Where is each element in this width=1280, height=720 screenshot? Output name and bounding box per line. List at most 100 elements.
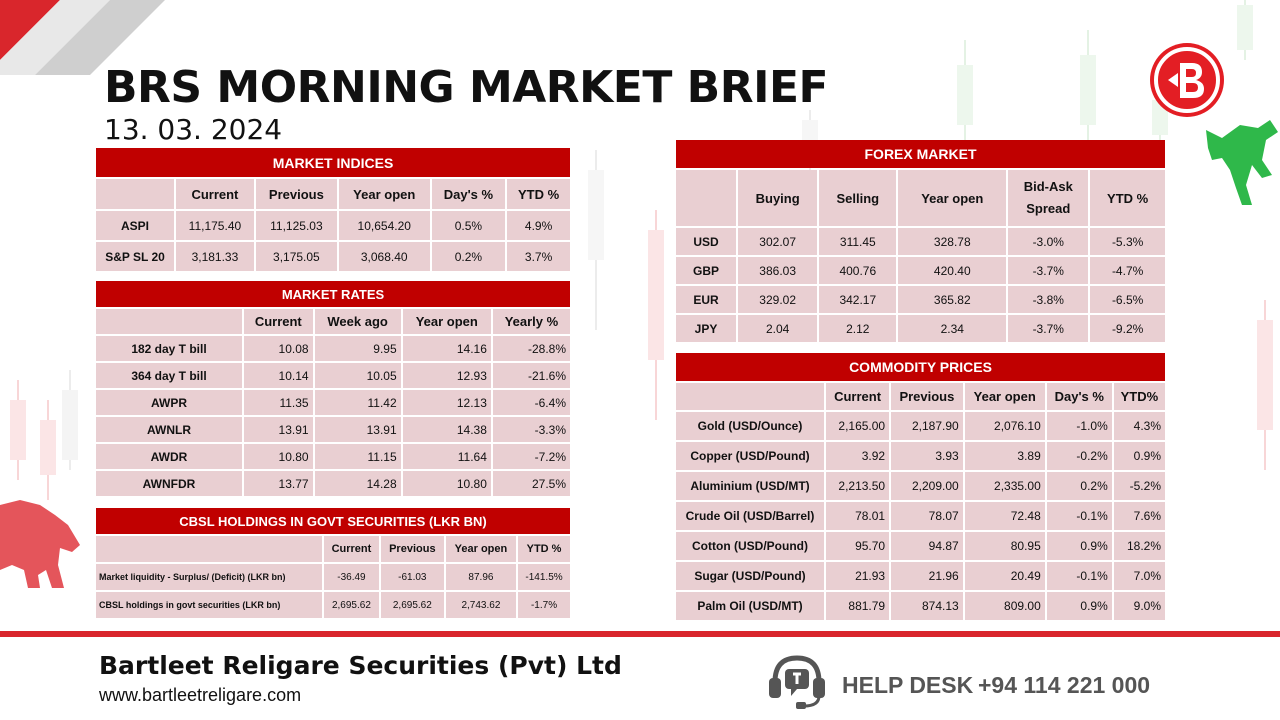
table-cell: 21.93 — [826, 562, 890, 590]
table-cell: 80.95 — [964, 532, 1045, 560]
table-cell: 11,125.03 — [255, 211, 337, 240]
row-label: S&P SL 20 — [96, 242, 174, 271]
table-cell: -6.5% — [1090, 286, 1165, 313]
market-rates-table: Current Week ago Year open Yearly % 182 … — [94, 307, 572, 498]
row-label: AWPR — [96, 390, 242, 415]
table-header-cell: Day's % — [1046, 383, 1112, 410]
table-cell: 9.0% — [1113, 592, 1165, 620]
table-header-cell: Current — [244, 309, 313, 334]
page-title: BRS MORNING MARKET BRIEF — [104, 62, 829, 113]
table-cell: 809.00 — [964, 592, 1045, 620]
table-header-cell: Bid-Ask Spread — [1008, 170, 1089, 226]
row-label: AWNFDR — [96, 471, 242, 496]
table-cell: 2,165.00 — [826, 412, 890, 440]
footer — [0, 637, 1280, 720]
table-cell: -5.3% — [1090, 228, 1165, 255]
table-header-cell: Year open — [338, 179, 430, 209]
table-cell: 3,068.40 — [338, 242, 430, 271]
row-label: EUR — [676, 286, 736, 313]
table-header-cell: Week ago — [314, 309, 401, 334]
table-cell: -28.8% — [492, 336, 570, 361]
table-header-cell: Previous — [380, 536, 444, 562]
table-cell: 2,213.50 — [826, 472, 890, 500]
table-cell: 2,335.00 — [964, 472, 1045, 500]
table-cell: 10.80 — [244, 444, 313, 469]
table-header-cell: Year open — [964, 383, 1045, 410]
row-label: Copper (USD/Pound) — [676, 442, 824, 470]
website-link[interactable]: www.bartleetreligare.com — [99, 685, 302, 705]
table-cell: -0.1% — [1046, 562, 1112, 590]
table-cell: 11.64 — [402, 444, 491, 469]
table-header-cell: Selling — [819, 170, 897, 226]
table-cell: -1.0% — [1046, 412, 1112, 440]
table-cell: -6.4% — [492, 390, 570, 415]
table-cell: 13.91 — [244, 417, 313, 442]
table-cell: 2,695.62 — [324, 592, 379, 618]
helpdesk-label: HELP DESK — [842, 672, 974, 698]
table-cell: -3.3% — [492, 417, 570, 442]
table-cell: 3,181.33 — [176, 242, 254, 271]
table-cell: 3.7% — [507, 242, 570, 271]
table-cell: -1.7% — [518, 592, 570, 618]
table-header-cell — [96, 179, 174, 209]
background-candlesticks — [0, 0, 1278, 588]
company-name: Bartleet Religare Securities (Pvt) Ltd — [99, 651, 622, 680]
table-cell: 72.48 — [964, 502, 1045, 530]
cbsl-holdings-table: Current Previous Year open YTD % Market … — [94, 534, 572, 620]
table-cell: 9.95 — [314, 336, 401, 361]
table-cell: 2.12 — [819, 315, 897, 342]
table-cell: 20.49 — [964, 562, 1045, 590]
row-label: Gold (USD/Ounce) — [676, 412, 824, 440]
table-cell: -3.7% — [1008, 315, 1089, 342]
table-header-cell — [676, 383, 824, 410]
row-label: AWDR — [96, 444, 242, 469]
market-indices-table: Current Previous Year open Day's % YTD %… — [94, 177, 572, 273]
table-cell: 0.5% — [431, 211, 506, 240]
table-cell: 342.17 — [819, 286, 897, 313]
row-label: 364 day T bill — [96, 363, 242, 388]
table-header-cell: Current — [826, 383, 890, 410]
row-label: Crude Oil (USD/Barrel) — [676, 502, 824, 530]
table-header-cell: Year open — [402, 309, 491, 334]
table-header-cell: Year open — [445, 536, 517, 562]
row-label: Palm Oil (USD/MT) — [676, 592, 824, 620]
forex-market-table: Buying Selling Year open Bid-Ask Spread … — [674, 168, 1167, 344]
table-cell: 14.28 — [314, 471, 401, 496]
table-header-cell — [676, 170, 736, 226]
row-label: USD — [676, 228, 736, 255]
table-cell: 2,076.10 — [964, 412, 1045, 440]
table-header-cell: Previous — [891, 383, 963, 410]
helpdesk-phone[interactable]: +94 114 221 000 — [978, 672, 1151, 698]
table-cell: 27.5% — [492, 471, 570, 496]
table-cell: 881.79 — [826, 592, 890, 620]
table-cell: 3.92 — [826, 442, 890, 470]
row-label: CBSL holdings in govt securities (LKR bn… — [96, 592, 322, 618]
table-cell: -0.1% — [1046, 502, 1112, 530]
row-label: GBP — [676, 257, 736, 284]
table-cell: 0.9% — [1113, 442, 1165, 470]
table-cell: 3,175.05 — [255, 242, 337, 271]
table-cell: 10,654.20 — [338, 211, 430, 240]
table-cell: 10.14 — [244, 363, 313, 388]
table-cell: 0.2% — [1046, 472, 1112, 500]
table-cell: 311.45 — [819, 228, 897, 255]
table-header-cell: Year open — [898, 170, 1007, 226]
table-cell: -141.5% — [518, 564, 570, 590]
table-cell: 95.70 — [826, 532, 890, 560]
table-header-cell: Current — [324, 536, 379, 562]
market-indices-title: MARKET INDICES — [96, 148, 570, 177]
table-header-cell: YTD % — [507, 179, 570, 209]
row-label: Market liquidity - Surplus/ (Deficit) (L… — [96, 564, 322, 590]
row-label: Sugar (USD/Pound) — [676, 562, 824, 590]
table-cell: 0.9% — [1046, 592, 1112, 620]
table-cell: -3.7% — [1008, 257, 1089, 284]
row-label: Cotton (USD/Pound) — [676, 532, 824, 560]
table-header-cell: YTD% — [1113, 383, 1165, 410]
cbsl-holdings-title: CBSL HOLDINGS IN GOVT SECURITIES (LKR BN… — [96, 508, 570, 534]
forex-market-title: FOREX MARKET — [676, 140, 1165, 168]
bull-icon — [1206, 120, 1278, 205]
table-cell: 11.15 — [314, 444, 401, 469]
table-cell: 2,695.62 — [380, 592, 444, 618]
table-cell: -0.2% — [1046, 442, 1112, 470]
table-cell: 10.08 — [244, 336, 313, 361]
